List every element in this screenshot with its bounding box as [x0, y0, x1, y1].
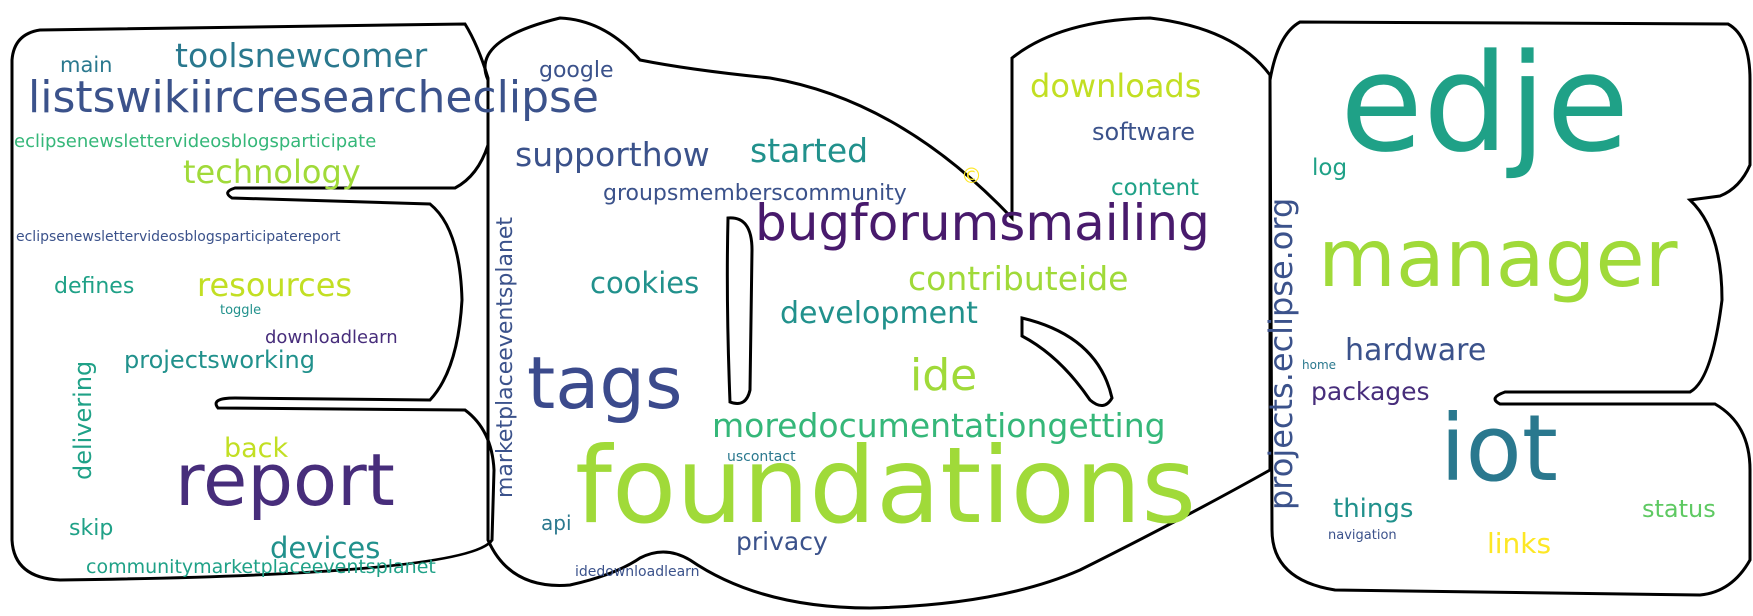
- word-26: status: [1642, 495, 1716, 523]
- word-18: resources: [197, 266, 352, 304]
- letter-d-inner-right: [1020, 316, 1114, 407]
- letter-d-outline: [483, 16, 1272, 610]
- word-17: technology: [183, 153, 361, 191]
- word-22: marketplaceeventsplanet: [493, 217, 518, 498]
- letter-e-right-outline: [1268, 20, 1752, 597]
- word-20: hardware: [1345, 333, 1486, 368]
- word-24: things: [1333, 494, 1413, 524]
- word-39: google: [539, 58, 614, 83]
- word-5: tags: [527, 341, 683, 425]
- letter-d-inner-left: [725, 216, 754, 405]
- word-27: packages: [1311, 377, 1430, 406]
- word-6: bugforumsmailing: [755, 194, 1210, 252]
- word-36: log: [1312, 155, 1347, 181]
- word-35: skip: [69, 516, 113, 541]
- word-12: contributeide: [908, 259, 1128, 298]
- word-11: moredocumentationgetting: [712, 406, 1166, 445]
- word-31: groupsmemberscommunity: [603, 181, 907, 206]
- word-44: eclipsenewslettervideosblogsparticipater…: [16, 229, 341, 245]
- word-2: manager: [1318, 212, 1678, 305]
- word-8: projects.eclipse.org: [1262, 198, 1300, 510]
- word-15: supporthow: [515, 135, 710, 174]
- word-29: privacy: [736, 527, 828, 556]
- word-33: content: [1111, 175, 1199, 201]
- word-45: idedownloadlearn: [575, 564, 700, 580]
- word-49: home: [1302, 358, 1336, 372]
- word-34: defines: [54, 274, 134, 299]
- word-19: cookies: [590, 266, 699, 300]
- word-9: toolsnewcomer: [175, 36, 428, 75]
- word-1: foundations: [575, 425, 1196, 547]
- word-4: report: [175, 438, 395, 522]
- word-13: development: [780, 296, 978, 331]
- word-0: edje: [1340, 25, 1629, 182]
- letter-e-outline: [10, 22, 496, 582]
- word-38: eclipsenewslettervideosblogsparticipate: [14, 131, 376, 152]
- word-25: links: [1487, 527, 1551, 560]
- word-3: iot: [1440, 395, 1558, 502]
- word-21: devices: [270, 531, 380, 565]
- word-37: communitymarketplaceeventsplanet: [86, 556, 436, 578]
- word-32: software: [1092, 118, 1195, 146]
- word-40: main: [60, 53, 112, 77]
- word-14: started: [750, 131, 868, 170]
- word-23: delivering: [69, 361, 97, 480]
- word-43: ©: [961, 164, 982, 188]
- word-16: downloads: [1030, 67, 1201, 105]
- words-layer: edje foundations manager iot report tags bugfo…: [14, 25, 1716, 580]
- word-10: ide: [910, 350, 977, 401]
- word-46: uscontact: [727, 449, 796, 465]
- word-48: navigation: [1328, 528, 1397, 543]
- word-41: downloadlearn: [265, 327, 398, 348]
- word-47: toggle: [220, 303, 261, 318]
- word-7: listswikiircresearcheclipse: [28, 72, 599, 123]
- word-28: projectsworking: [124, 346, 315, 374]
- word-30: back: [224, 433, 289, 464]
- word-42: api: [541, 511, 572, 535]
